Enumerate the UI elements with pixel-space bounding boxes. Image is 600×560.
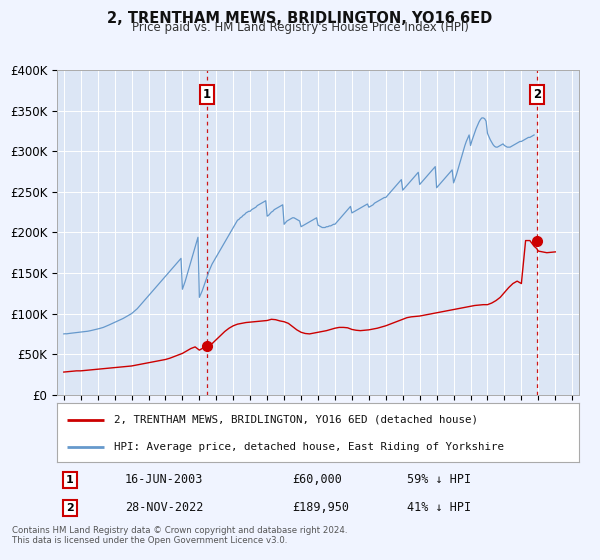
Text: This data is licensed under the Open Government Licence v3.0.: This data is licensed under the Open Gov… <box>12 536 287 545</box>
Text: HPI: Average price, detached house, East Riding of Yorkshire: HPI: Average price, detached house, East… <box>115 442 505 452</box>
Text: 28-NOV-2022: 28-NOV-2022 <box>125 501 203 515</box>
Text: 16-JUN-2003: 16-JUN-2003 <box>125 473 203 487</box>
Text: £60,000: £60,000 <box>292 473 342 487</box>
Text: 2: 2 <box>533 88 541 101</box>
Text: 59% ↓ HPI: 59% ↓ HPI <box>407 473 471 487</box>
Text: 41% ↓ HPI: 41% ↓ HPI <box>407 501 471 515</box>
Text: 2: 2 <box>66 503 74 513</box>
Text: 2, TRENTHAM MEWS, BRIDLINGTON, YO16 6ED (detached house): 2, TRENTHAM MEWS, BRIDLINGTON, YO16 6ED … <box>115 414 478 424</box>
Text: Price paid vs. HM Land Registry's House Price Index (HPI): Price paid vs. HM Land Registry's House … <box>131 21 469 34</box>
Text: Contains HM Land Registry data © Crown copyright and database right 2024.: Contains HM Land Registry data © Crown c… <box>12 526 347 535</box>
Text: 2, TRENTHAM MEWS, BRIDLINGTON, YO16 6ED: 2, TRENTHAM MEWS, BRIDLINGTON, YO16 6ED <box>107 11 493 26</box>
Text: £189,950: £189,950 <box>292 501 349 515</box>
Text: 1: 1 <box>66 475 74 485</box>
Text: 1: 1 <box>203 88 211 101</box>
